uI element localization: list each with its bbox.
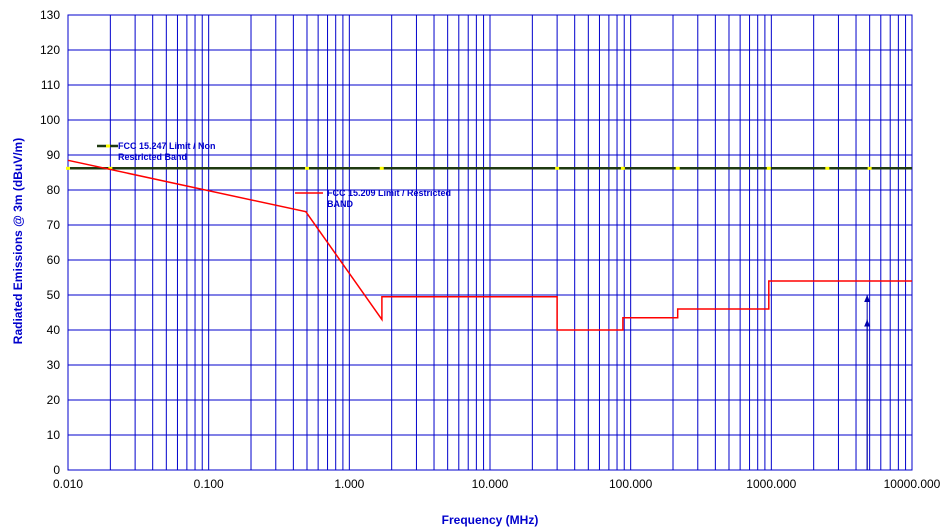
x-tick-label: 1000.000 xyxy=(746,477,796,491)
fcc-15-247-marker xyxy=(620,166,625,170)
grid xyxy=(67,14,913,471)
y-tick-label: 80 xyxy=(47,183,61,197)
fcc-15-247-marker xyxy=(555,166,560,170)
fcc-15-247-marker xyxy=(867,166,872,170)
tick-labels: 0 10 20 30 40 50 60 70 80 90 100 110 120 130 0.010 0.10… xyxy=(40,8,941,491)
x-tick-label: 0.100 xyxy=(194,477,224,491)
y-tick-label: 130 xyxy=(40,8,60,22)
y-tick-label: 10 xyxy=(47,428,61,442)
fcc-15-247-marker xyxy=(825,166,830,170)
y-tick-label: 0 xyxy=(53,463,60,477)
x-tick-label: 100.000 xyxy=(609,477,653,491)
fcc-15-247-marker xyxy=(675,166,680,170)
y-tick-label: 20 xyxy=(47,393,61,407)
annotation-layer xyxy=(864,295,871,470)
fcc-15-209-line xyxy=(67,159,912,331)
fcc-15-247-label-line: FCC 15.247 Limit / Non xyxy=(118,141,216,151)
y-tick-label: 40 xyxy=(47,323,61,337)
y-tick-label: 110 xyxy=(41,78,60,92)
y-tick-label: 50 xyxy=(47,288,61,302)
fcc-15-247-marker xyxy=(108,166,113,170)
fcc-15-247-marker xyxy=(379,166,384,170)
x-tick-label: 0.010 xyxy=(53,477,83,491)
fcc-15-209-label: FCC 15.209 Limit / Restricted BAND xyxy=(327,188,451,209)
fcc-15-247-marker xyxy=(304,166,309,170)
y-tick-label: 90 xyxy=(47,148,61,162)
fcc-15-209-label-line: FCC 15.209 Limit / Restricted xyxy=(327,188,451,198)
fcc-15-247-label-line: Restricted Band xyxy=(118,152,187,162)
fcc-15-209-label-line: BAND xyxy=(327,199,353,209)
y-axis-title: Radiated Emissions @ 3m (dBuV/m) xyxy=(11,138,25,344)
fcc-15-247-legend-marker xyxy=(106,144,110,148)
y-tick-label: 60 xyxy=(47,253,61,267)
series-layer: FCC 15.247 Limit / Non Restricted BandFCC… xyxy=(66,141,912,331)
plot-frame xyxy=(67,14,913,471)
y-tick-label: 120 xyxy=(40,43,60,57)
fcc-15-247-marker xyxy=(766,166,771,170)
x-tick-label: 1.000 xyxy=(334,477,364,491)
y-tick-label: 30 xyxy=(47,358,61,372)
y-tick-label: 70 xyxy=(47,218,61,232)
x-axis-title: Frequency (MHz) xyxy=(442,513,539,527)
fcc-15-247-label: FCC 15.247 Limit / Non Restricted Band xyxy=(118,141,216,162)
x-tick-label: 10.000 xyxy=(472,477,509,491)
y-tick-label: 100 xyxy=(40,113,60,127)
x-tick-label: 10000.000 xyxy=(884,477,941,491)
arrow-head xyxy=(864,295,871,302)
fcc-15-247-marker xyxy=(66,166,70,170)
